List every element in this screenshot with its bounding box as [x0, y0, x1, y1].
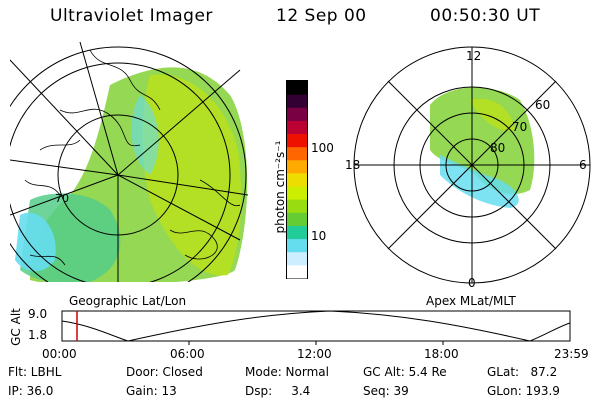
info-dsp: Dsp: 3.4 — [245, 384, 311, 398]
colorbar-band — [287, 107, 307, 121]
colorbar-band — [287, 94, 307, 108]
info-ip: IP: 36.0 — [8, 384, 54, 398]
colorbar — [286, 80, 308, 279]
info-door: Door: Closed — [126, 365, 203, 379]
lat-70-label: 70 — [512, 120, 528, 134]
instrument-title: Ultraviolet Imager — [50, 6, 213, 26]
colorbar-band — [287, 186, 307, 200]
colorbar-band — [287, 264, 307, 279]
colorbar-band — [287, 225, 307, 240]
colorbar-band — [287, 199, 307, 213]
colorbar-band — [287, 172, 307, 187]
timeline-y-max: 9.0 — [28, 307, 48, 321]
info-gc-alt: GC Alt: 5.4 Re — [363, 365, 447, 379]
info-glat: GLat: 87.2 — [487, 365, 558, 379]
timeline-tick-3: 18:00 — [424, 347, 459, 361]
magnetic-panel-label: Apex MLat/MLT — [426, 294, 516, 308]
timeline-y-min: 1.8 — [28, 328, 48, 342]
info-mode: Mode: Normal — [245, 365, 329, 379]
colorbar-band — [287, 120, 307, 135]
mlt-6-label: 6 — [579, 158, 587, 172]
colorbar-band — [287, 238, 307, 253]
info-seq: Seq: 39 — [363, 384, 409, 398]
mlt-18-label: 18 — [345, 158, 361, 172]
colorbar-band — [287, 212, 307, 226]
timeline-ylabel: GC Alt — [9, 308, 23, 346]
geographic-panel-label: Geographic Lat/Lon — [69, 294, 187, 308]
timeline-tick-1: 06:00 — [170, 347, 205, 361]
colorbar-band — [287, 146, 307, 161]
svg-text:70: 70 — [55, 192, 69, 205]
time-label: 00:50:30 UT — [430, 6, 541, 26]
colorbar-tick-10: 10 — [311, 229, 327, 243]
mlt-0-label: 0 — [468, 276, 476, 290]
colorbar-band — [287, 81, 307, 95]
mlt-12-label: 12 — [466, 49, 482, 63]
timeline-tick-4: 23:59 — [554, 347, 589, 361]
timeline-tick-2: 12:00 — [297, 347, 332, 361]
colorbar-tick-100: 100 — [311, 141, 334, 155]
date-label: 12 Sep 00 — [276, 6, 367, 26]
colorbar-band — [287, 133, 307, 148]
info-gain: Gain: 13 — [126, 384, 177, 398]
lat-60-label: 60 — [535, 98, 551, 112]
colorbar-unit-label: photon cm⁻²s⁻¹ — [273, 140, 287, 234]
colorbar-band — [287, 159, 307, 174]
lat-80-label: 80 — [490, 141, 506, 155]
info-flt: Flt: LBHL — [8, 365, 62, 379]
info-glon: GLon: 193.9 — [487, 384, 560, 398]
timeline-tick-0: 00:00 — [42, 347, 77, 361]
colorbar-band — [287, 251, 307, 266]
